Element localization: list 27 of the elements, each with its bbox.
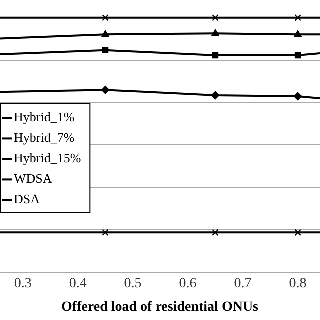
legend-label: Hybrid_15% <box>14 150 82 166</box>
point <box>294 14 302 22</box>
point <box>101 86 110 94</box>
point <box>294 229 302 236</box>
x-tick-label: 0.5 <box>124 276 142 292</box>
point <box>212 30 220 36</box>
x-tick-label: 0.6 <box>179 276 197 292</box>
x-tick-label: 0.3 <box>14 276 32 292</box>
x-tick-label: 0.7 <box>234 276 252 292</box>
legend-label: Hybrid_7% <box>14 130 75 146</box>
point <box>294 52 302 59</box>
point <box>212 52 219 59</box>
point <box>211 91 220 100</box>
x-tick-label: 0.8 <box>289 276 307 292</box>
point <box>212 229 219 236</box>
point <box>102 30 110 37</box>
legend-label: Hybrid_1% <box>14 110 75 125</box>
x-tick-label: 0.4 <box>69 276 87 292</box>
point <box>102 229 109 236</box>
point <box>294 30 302 37</box>
point <box>102 47 109 54</box>
legend-label: WDSA <box>14 171 53 186</box>
point <box>102 14 109 22</box>
legend-label: DSA <box>14 192 41 207</box>
point <box>212 14 219 22</box>
point <box>294 92 302 101</box>
x-axis-title: Offered load of residential ONUs <box>61 300 260 316</box>
